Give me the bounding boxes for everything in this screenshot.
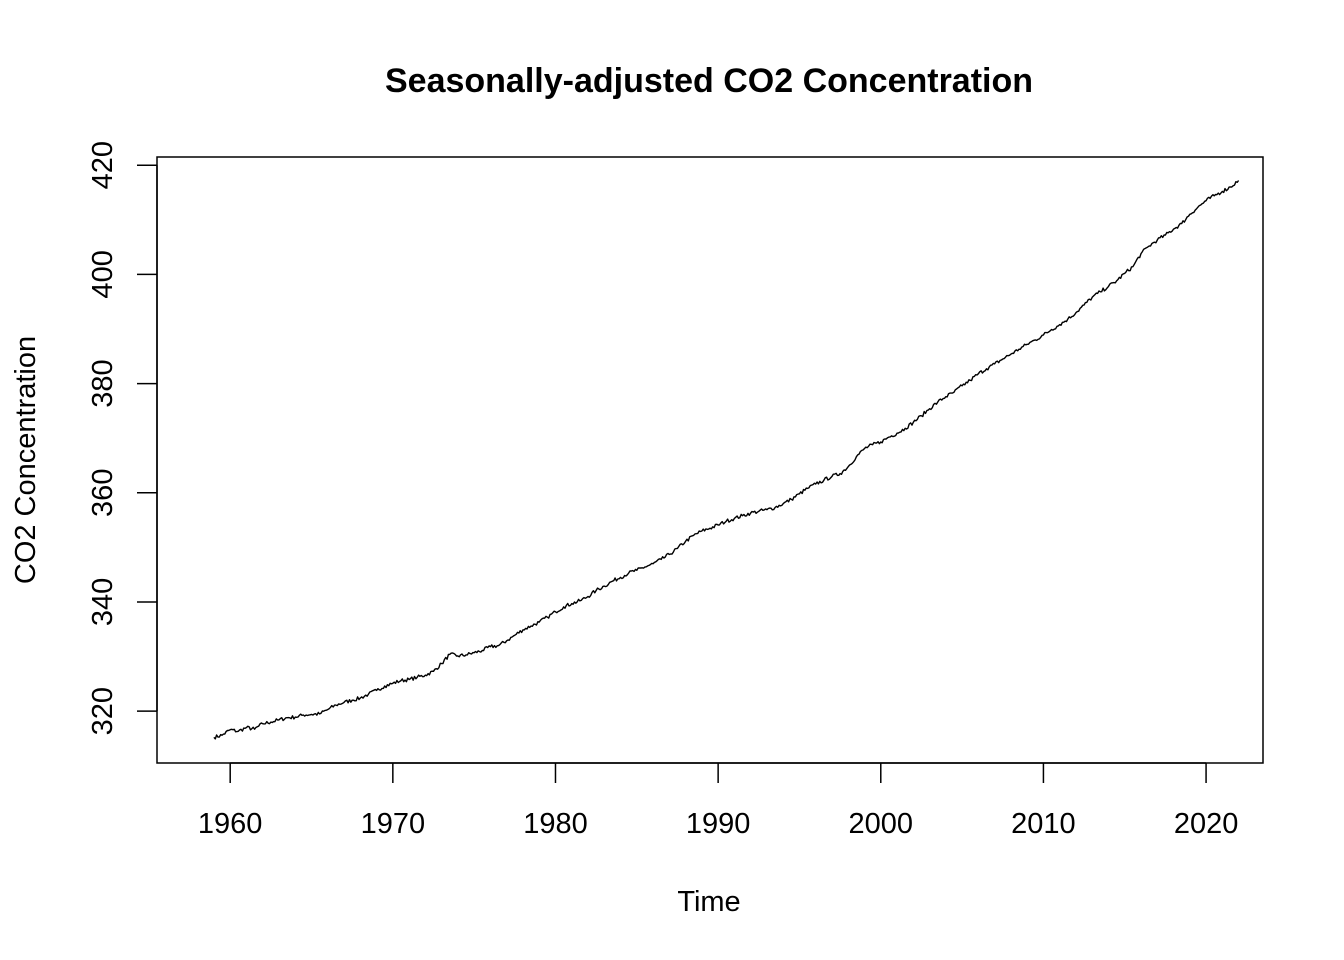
y-tick-label: 380 (87, 359, 119, 407)
x-tick-label: 1990 (686, 808, 751, 840)
y-tick-label: 400 (87, 250, 119, 298)
y-axis: 320 340 360 380 400 420 (87, 141, 158, 735)
x-tick-label: 2010 (1011, 808, 1076, 840)
x-tick-label: 2000 (849, 808, 914, 840)
x-tick-label: 1960 (198, 808, 263, 840)
y-axis-label: CO2 Concentration (10, 336, 42, 584)
x-axis: 1960 1970 1980 1990 2000 2010 2020 (198, 762, 1239, 840)
chart-title: Seasonally-adjusted CO2 Concentration (385, 62, 1033, 100)
x-axis-label: Time (677, 886, 740, 918)
y-tick-label: 320 (87, 687, 119, 735)
y-tick-label: 420 (87, 141, 119, 189)
co2-series-line (213, 180, 1240, 740)
x-tick-label: 1980 (523, 808, 588, 840)
plot-frame (156, 156, 1264, 764)
x-tick-label: 1970 (361, 808, 426, 840)
y-tick-label: 340 (87, 578, 119, 626)
y-tick-label: 360 (87, 469, 119, 517)
x-tick-label: 2020 (1174, 808, 1239, 840)
